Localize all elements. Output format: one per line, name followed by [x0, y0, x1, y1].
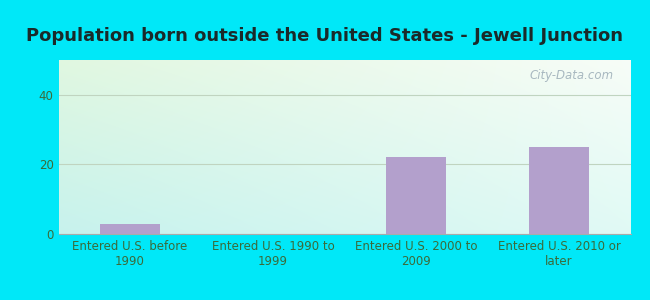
Bar [100, 224, 160, 234]
Bar [386, 158, 446, 234]
Bar [529, 147, 589, 234]
Text: City-Data.com: City-Data.com [529, 69, 614, 82]
Text: Population born outside the United States - Jewell Junction: Population born outside the United State… [27, 27, 623, 45]
